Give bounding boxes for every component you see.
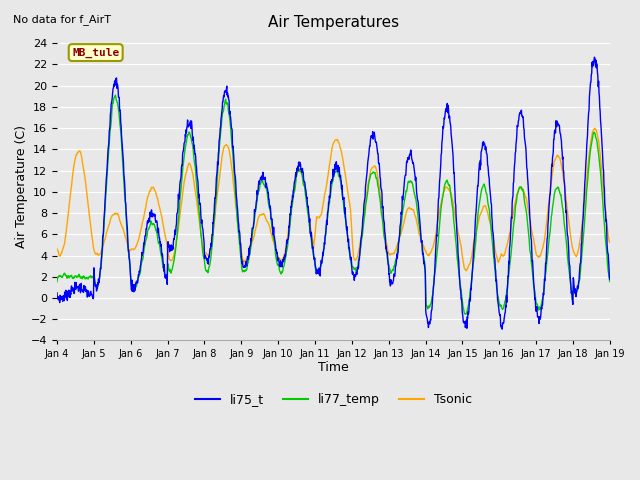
Tsonic — [163, 239, 170, 244]
Tsonic — [238, 251, 246, 257]
Title: Air Temperatures: Air Temperatures — [268, 15, 399, 30]
Tsonic — [419, 242, 427, 248]
Line: Tsonic: Tsonic — [57, 129, 610, 271]
Text: MB_tule: MB_tule — [72, 48, 119, 58]
Y-axis label: Air Temperature (C): Air Temperature (C) — [15, 125, 28, 248]
Text: No data for f_AirT: No data for f_AirT — [13, 14, 111, 25]
li77_temp — [420, 253, 428, 259]
Legend: li75_t, li77_temp, Tsonic: li75_t, li77_temp, Tsonic — [190, 388, 477, 411]
li77_temp — [53, 279, 61, 285]
Tsonic — [176, 213, 184, 218]
Tsonic — [541, 237, 548, 243]
li75_t — [541, 276, 548, 282]
li75_t — [176, 181, 184, 187]
Line: li75_t: li75_t — [57, 57, 610, 329]
Tsonic — [492, 250, 499, 256]
Tsonic — [606, 240, 614, 245]
li77_temp — [238, 267, 246, 273]
Tsonic — [53, 246, 61, 252]
li75_t — [492, 265, 499, 271]
li75_t — [419, 251, 427, 256]
li77_temp — [606, 279, 614, 285]
Tsonic — [591, 126, 598, 132]
Line: li77_temp: li77_temp — [57, 95, 610, 314]
li77_temp — [177, 192, 184, 198]
li77_temp — [541, 276, 548, 282]
li75_t — [53, 290, 61, 296]
li77_temp — [461, 311, 469, 317]
li77_temp — [163, 278, 171, 284]
li77_temp — [111, 92, 119, 98]
li75_t — [591, 54, 598, 60]
li77_temp — [492, 278, 500, 284]
Tsonic — [462, 268, 470, 274]
li75_t — [238, 257, 246, 263]
li75_t — [163, 276, 170, 282]
X-axis label: Time: Time — [318, 361, 349, 374]
li75_t — [499, 326, 506, 332]
li75_t — [606, 276, 614, 282]
